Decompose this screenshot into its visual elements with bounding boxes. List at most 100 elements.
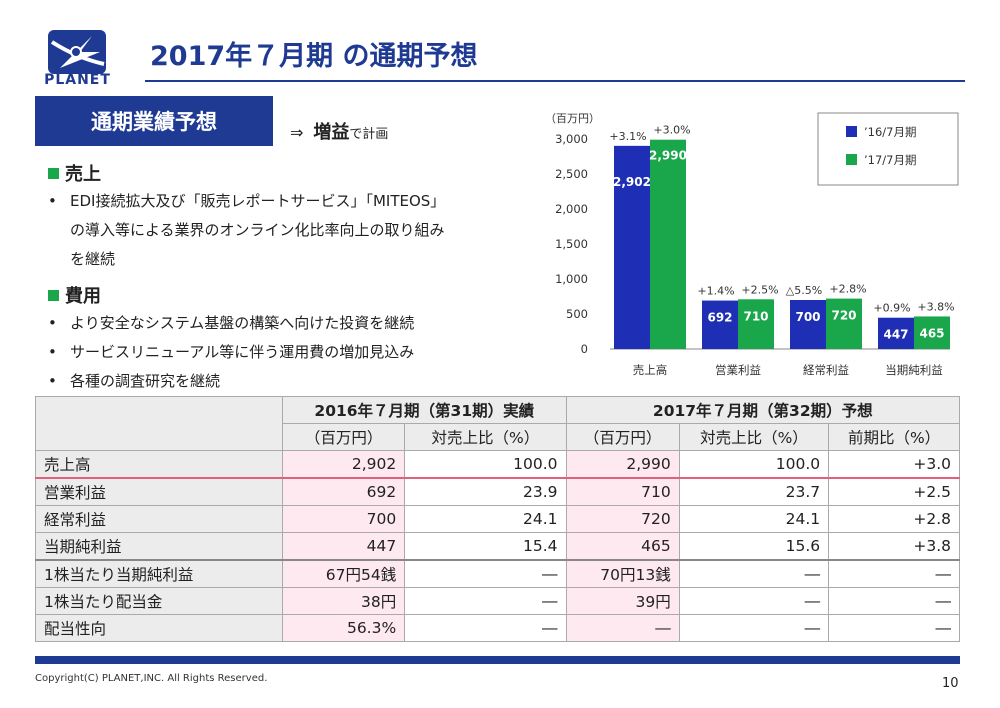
data-label: 447: [883, 328, 908, 342]
change-label: △5.5%: [786, 284, 822, 297]
green-square-icon: [48, 168, 59, 179]
table-row: 1株当たり当期純利益 67円54銭 ― 70円13銭 ― ―: [35, 559, 960, 588]
cell: ―: [828, 559, 960, 588]
planet-logo: [48, 30, 106, 74]
cell: 24.1: [678, 505, 830, 533]
y-tick-label: 500: [566, 307, 588, 321]
cell: +3.8: [828, 532, 960, 561]
cell: 38円: [281, 587, 406, 615]
subheader: （百万円）: [565, 423, 680, 451]
costs-bullet: • 各種の調査研究を継続: [48, 372, 221, 390]
change-label: +2.8%: [829, 283, 866, 296]
subheader: 対売上比（%）: [678, 423, 830, 451]
cell: +2.5: [828, 477, 960, 506]
bar-2017: [914, 316, 950, 349]
green-square-icon: [48, 290, 59, 301]
row-label: 経常利益: [35, 505, 283, 533]
cell: 447: [281, 532, 406, 561]
y-tick-label: 0: [581, 342, 588, 356]
arrow-icon: ⇒: [290, 123, 304, 142]
row-label: 1株当たり当期純利益: [35, 559, 283, 588]
table-row: 1株当たり配当金 38円 ― 39円 ― ―: [35, 587, 960, 615]
table-row: 配当性向 56.3% ― ― ― ―: [35, 614, 960, 642]
x-tick-label: 売上高: [633, 363, 668, 377]
row-label: 1株当たり配当金: [35, 587, 283, 615]
row-label: 当期純利益: [35, 532, 283, 561]
bar-2016: [790, 300, 826, 349]
y-tick-label: 2,500: [555, 167, 588, 181]
cell: ―: [565, 614, 680, 642]
bar-2017: [826, 298, 862, 349]
legend-swatch: [846, 154, 857, 165]
sales-bullet-cont: の導入等による業界のオンライン化比率向上の取り組み: [70, 221, 445, 239]
subheader: 対売上比（%）: [404, 423, 567, 451]
cell: ―: [678, 559, 830, 588]
cell: ―: [678, 587, 830, 615]
cell: +2.8: [828, 505, 960, 533]
page-title: 2017年７月期 の通期予想: [150, 41, 478, 72]
y-unit-label: （百万円）: [545, 112, 600, 125]
y-tick-label: 3,000: [555, 132, 588, 146]
cell: 100.0: [678, 450, 830, 479]
legend-box: [817, 112, 959, 186]
x-tick-label: 当期純利益: [885, 363, 943, 377]
logo-text: PLANET: [44, 72, 111, 88]
cell: 2,990: [565, 450, 680, 479]
cell: 700: [281, 505, 406, 533]
legend-label: ’17/7月期: [864, 153, 916, 167]
y-tick-label: 2,000: [555, 202, 588, 216]
cell: 720: [565, 505, 680, 533]
copyright: Copyright(C) PLANET,INC. All Rights Rese…: [35, 673, 268, 684]
cell: 23.7: [678, 477, 830, 506]
cell: 70円13銭: [565, 559, 680, 588]
row-label: 配当性向: [35, 614, 283, 642]
data-label: 700: [795, 310, 820, 324]
cell: +3.0: [828, 450, 960, 479]
costs-heading: 費用: [48, 282, 101, 308]
cell: ―: [404, 587, 567, 615]
change-label: +3.0%: [653, 124, 690, 137]
x-tick-label: 経常利益: [803, 363, 849, 377]
row-label: 売上高: [35, 450, 283, 479]
cell: ―: [404, 559, 567, 588]
cell: 692: [281, 477, 406, 506]
page-number: 10: [942, 676, 959, 691]
header-2017: 2017年７月期（第32期）予想: [565, 396, 961, 424]
result-statement: ⇒ 増益で計画: [290, 118, 388, 144]
change-label: +0.9%: [873, 302, 910, 315]
cell: ―: [828, 587, 960, 615]
row-label: 営業利益: [35, 477, 283, 506]
bar-2017: [738, 299, 774, 349]
costs-bullet: • より安全なシステム基盤の構築へ向けた投資を継続: [48, 314, 415, 332]
cell: 23.9: [404, 477, 567, 506]
sales-bullet: • EDI接続拡大及び「販売レポートサービス」「MITEOS」: [48, 192, 446, 210]
data-label: 710: [743, 309, 768, 323]
result-suffix: で計画: [349, 127, 389, 142]
data-label: 2,902: [613, 175, 651, 189]
bar-2016: [702, 300, 738, 349]
cell: 710: [565, 477, 680, 506]
forecast-table: 2016年７月期（第31期）実績 2017年７月期（第32期）予想 （百万円） …: [35, 396, 961, 642]
change-label: +2.5%: [741, 283, 778, 296]
bar-2017: [650, 139, 686, 349]
cell: 56.3%: [281, 614, 406, 642]
subheader: （百万円）: [281, 423, 406, 451]
cell: 2,902: [281, 450, 406, 479]
data-label: 465: [919, 326, 944, 340]
bar-2016: [878, 317, 914, 349]
cell: 67円54銭: [281, 559, 406, 588]
results-chart: （百万円） 0 500 1,000 1,500 2,000 2,500 3,000 2,902 +…: [545, 112, 959, 377]
data-label: 720: [831, 309, 856, 323]
title-divider: [145, 80, 965, 82]
section-label: 通期業績予想: [35, 96, 273, 146]
bar-2016: [614, 145, 650, 349]
cell: 15.4: [404, 532, 567, 561]
cell: ―: [678, 614, 830, 642]
cell: 100.0: [404, 450, 567, 479]
cell: 15.6: [678, 532, 830, 561]
data-label: 692: [707, 311, 732, 325]
change-label: +3.8%: [917, 300, 954, 313]
data-label: 2,990: [649, 149, 687, 163]
table-corner: [35, 396, 283, 451]
y-tick-label: 1,000: [555, 272, 588, 286]
